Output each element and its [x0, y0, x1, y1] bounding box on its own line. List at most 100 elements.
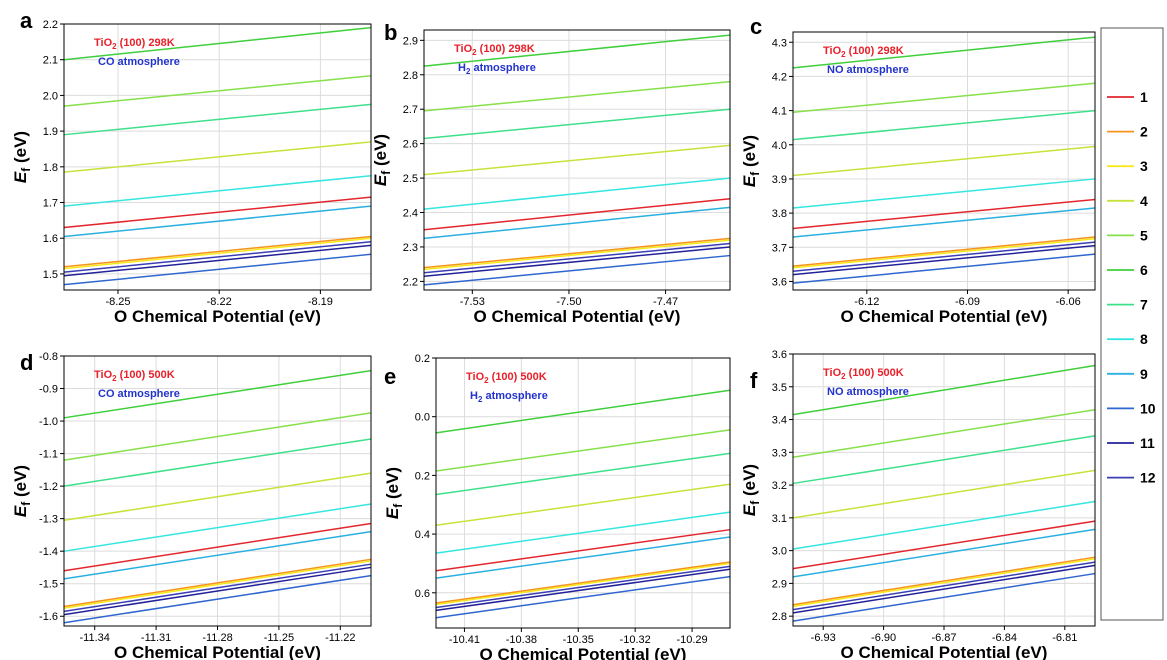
axes-frame — [792, 31, 1096, 291]
series-line-10 — [792, 572, 1096, 622]
panel-letter: a — [20, 8, 33, 33]
legend-label: 1 — [1140, 89, 1148, 105]
annotation-atmosphere-rest: atmosphere — [482, 390, 547, 402]
series-line-6 — [63, 26, 372, 61]
y-tick-label: -1.1 — [39, 449, 58, 461]
series-line-3 — [423, 239, 731, 271]
series-line-4 — [423, 144, 731, 176]
series-line-6 — [792, 36, 1096, 69]
series-line-4 — [792, 145, 1096, 177]
panel-letter: e — [384, 364, 396, 389]
x-tick-label: -11.25 — [264, 632, 294, 644]
annotation-atmosphere-subscript: 2 — [466, 67, 471, 76]
y-tick-label: 3.7 — [772, 242, 787, 254]
legend-item: 9 — [1107, 366, 1148, 382]
series-line-7 — [63, 103, 372, 136]
annotation-atmosphere: NO atmosphere — [827, 386, 909, 398]
y-axis-subscript: f — [391, 503, 405, 508]
x-tick-label: -7.47 — [653, 296, 678, 308]
legend-item: 7 — [1107, 297, 1148, 313]
annotation-atmosphere-subscript: 2 — [478, 395, 483, 404]
series-line-9 — [435, 536, 731, 579]
y-axis-subscript: f — [19, 501, 33, 506]
annotation-condition: (100) 298K — [117, 37, 175, 49]
annotation-formula-subscript: 2 — [472, 48, 477, 57]
x-axis-title: O Chemical Potential (eV) — [114, 643, 321, 660]
series-line-5 — [63, 75, 372, 107]
y-tick-label: 2.9 — [772, 578, 787, 590]
series-line-1 — [63, 196, 372, 229]
series-line-3 — [792, 558, 1096, 608]
x-tick-label: -8.25 — [105, 296, 130, 308]
panel-letter: f — [750, 368, 758, 393]
y-tick-label: 4.3 — [772, 37, 787, 49]
series-line-9 — [792, 528, 1096, 578]
annotation-material: TiO2 (100) 298K — [454, 43, 535, 57]
y-axis-symbol: E — [740, 504, 759, 516]
series-line-12 — [792, 241, 1096, 272]
series-line-5 — [423, 80, 731, 112]
series-line-8 — [423, 177, 731, 210]
y-axis-symbol: E — [383, 507, 402, 519]
y-tick-label: 2.0 — [43, 90, 58, 102]
y-tick-label: -1.4 — [39, 546, 58, 558]
series-line-5 — [435, 429, 731, 472]
series-line-1 — [63, 522, 372, 572]
x-tick-label: -11.22 — [325, 632, 355, 644]
legend-item: 2 — [1107, 124, 1148, 140]
x-axis-title: O Chemical Potential (eV) — [841, 307, 1048, 326]
annotation-material: TiO2 (100) 298K — [823, 45, 904, 59]
series-line-5 — [63, 412, 372, 461]
axes-frame — [423, 29, 731, 291]
x-axis-title: O Chemical Potential (eV) — [841, 643, 1048, 660]
legend-item: 6 — [1107, 262, 1148, 278]
series-line-8 — [435, 511, 731, 554]
legend-label: 10 — [1140, 400, 1156, 416]
panel-letter: c — [750, 14, 762, 39]
x-tick-label: -10.32 — [620, 634, 651, 646]
series-line-12 — [792, 561, 1096, 611]
series-line-7 — [423, 108, 731, 140]
series-line-2 — [792, 556, 1096, 606]
y-tick-label: 2.1 — [43, 55, 58, 67]
series-line-6 — [63, 369, 372, 419]
y-tick-label: 0.6 — [415, 588, 430, 600]
y-axis-subscript: f — [379, 170, 393, 175]
x-axis-title: O Chemical Potential (eV) — [114, 307, 321, 326]
legend-item: 12 — [1107, 470, 1156, 486]
legend-item: 1 — [1107, 89, 1148, 105]
legend-item: 3 — [1107, 158, 1148, 174]
x-tick-label: -6.06 — [1056, 296, 1081, 308]
y-tick-label: 2.7 — [403, 104, 418, 116]
y-tick-label: 3.0 — [772, 546, 787, 558]
y-axis-subscript: f — [748, 500, 762, 505]
y-axis-title: Ef (eV) — [11, 131, 33, 183]
y-tick-label: 1.7 — [43, 198, 58, 210]
panel-letter: b — [384, 20, 397, 45]
y-tick-label: 0.2 — [415, 470, 430, 482]
series-line-3 — [792, 237, 1096, 269]
series-line-3 — [435, 562, 731, 606]
y-axis-subscript: f — [748, 171, 762, 176]
y-tick-label: 3.1 — [772, 513, 787, 525]
legend-label: 11 — [1140, 435, 1155, 451]
annotation-atmosphere-text: CO atmosphere — [98, 388, 180, 400]
series-line-9 — [792, 207, 1096, 238]
annotation-atmosphere: H2 atmosphere — [458, 62, 536, 76]
y-axis-symbol: E — [740, 175, 759, 187]
x-tick-label: -7.53 — [460, 296, 485, 308]
series-line-1 — [435, 528, 731, 572]
y-tick-label: 2.2 — [43, 19, 58, 31]
series-line-5 — [792, 408, 1096, 458]
series-line-5 — [792, 82, 1096, 114]
series-line-8 — [63, 174, 372, 207]
y-tick-label: 4.2 — [772, 71, 787, 83]
x-tick-label: -6.81 — [1052, 632, 1077, 644]
series-line-6 — [423, 34, 731, 67]
y-tick-label: 0.2 — [415, 353, 430, 365]
series-line-8 — [792, 178, 1096, 209]
y-tick-label: 2.5 — [403, 173, 418, 185]
panel-e: e -10.41 -10.38 -10.35 -10.32 -10.29 0.6 0.4 0.2… — [383, 353, 731, 660]
annotation-atmosphere: H2 atmosphere — [470, 390, 548, 404]
